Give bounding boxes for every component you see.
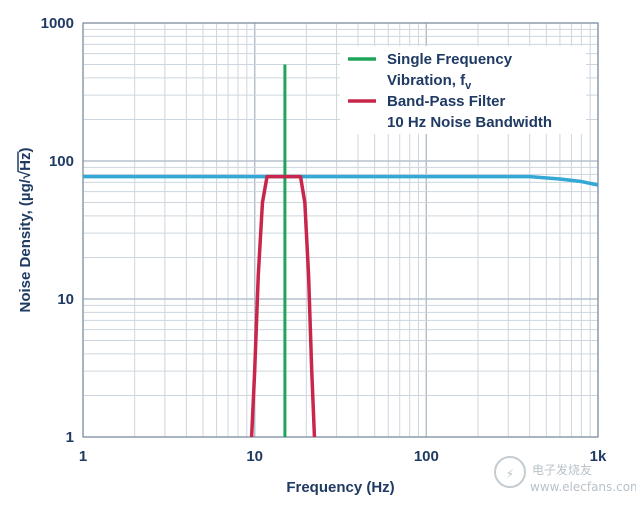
legend-label-single-frequency: Single Frequency	[387, 51, 513, 68]
y-tick-label: 100	[49, 153, 74, 170]
series-line-noise-density	[83, 174, 599, 187]
watermark-title: 电子发烧友	[532, 462, 592, 477]
y-tick-label: 1	[66, 429, 74, 446]
legend: Single Frequency Vibration, fv Band-Pass…	[340, 46, 586, 134]
y-tick-label: 10	[57, 291, 74, 308]
y-tick-label: 1000	[41, 15, 74, 32]
watermark-logo-mark: ⚡	[506, 467, 514, 481]
y-axis-title: Noise Density, (µg/√Hz)	[17, 148, 34, 313]
watermark-logo	[494, 456, 526, 488]
legend-label-vibration: Vibration, fv	[387, 72, 472, 92]
y-axis-title-prefix: Noise Density, (µg/	[17, 178, 34, 312]
x-axis-title: Frequency (Hz)	[286, 479, 394, 496]
tick-labels: 1 10 100 1k 1 10 100 1000	[41, 15, 607, 465]
series-line-band-pass	[249, 174, 317, 438]
x-tick-label: 100	[414, 448, 439, 465]
watermark-url: www.elecfans.com	[530, 480, 636, 494]
x-tick-label: 10	[246, 448, 263, 465]
legend-background	[340, 46, 586, 134]
watermark: ⚡ 电子发烧友 www.elecfans.com	[494, 456, 636, 494]
x-tick-label: 1	[79, 448, 87, 465]
legend-label-band-pass: Band-Pass Filter	[387, 93, 506, 110]
y-axis-title-text: Noise Density, (µg/√Hz)	[17, 148, 34, 313]
legend-label-vibration-text: Vibration, f	[387, 72, 466, 89]
y-axis-title-suffix: )	[17, 148, 34, 153]
x-tick-label: 1k	[590, 448, 607, 465]
y-axis-title-radicand: Hz	[17, 153, 34, 171]
legend-label-vibration-subscript: v	[465, 80, 472, 92]
legend-label-noise-bandwidth: 10 Hz Noise Bandwidth	[387, 114, 552, 131]
plot-frame	[82, 22, 599, 438]
y-axis-radical-sign: √	[17, 170, 34, 179]
chart-grid	[82, 22, 599, 438]
series-layer	[83, 64, 599, 438]
